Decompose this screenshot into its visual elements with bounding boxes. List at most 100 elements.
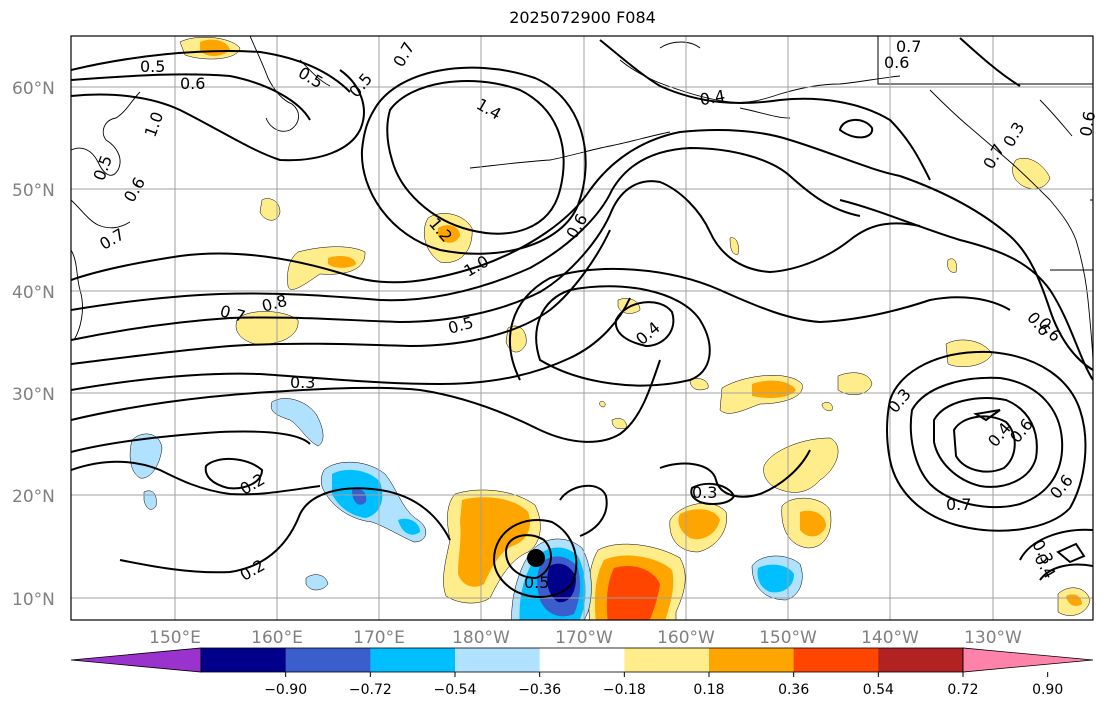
- contour-label: 0.8: [260, 291, 290, 316]
- contour-line: [509, 268, 1011, 381]
- contour-label: 0.7: [389, 39, 418, 71]
- contour-line: [599, 39, 931, 181]
- colorbar-tick-label: −0.36: [518, 682, 561, 698]
- positive-anomaly-area: [1012, 158, 1051, 190]
- colorbar-cell: [539, 648, 625, 672]
- map-frame: [70, 35, 1094, 621]
- coastline-asia: [71, 91, 141, 341]
- colorbar-cell: [624, 648, 710, 672]
- lat-label-30n: 30°N: [12, 385, 55, 405]
- contour-label: 0.5: [89, 153, 116, 183]
- positive-anomaly-area: [800, 510, 826, 537]
- contour-label: 0.6: [1076, 110, 1099, 138]
- lon-label-160e: 160°E: [251, 628, 303, 648]
- lat-label-40n: 40°N: [12, 283, 55, 303]
- longitude-labels: 150°E 160°E 170°E 180°W 170°W 160°W 150°…: [149, 628, 1022, 648]
- lat-label-10n: 10°N: [12, 590, 55, 610]
- colorbar-tick-label: 0.18: [693, 682, 724, 698]
- contour-line: [886, 350, 1087, 532]
- contour-line: [71, 180, 921, 341]
- positive-anomaly-area: [678, 509, 720, 540]
- contour-label: 0.6: [884, 53, 909, 72]
- contour-line: [360, 66, 587, 255]
- contour-label: 0.6: [562, 210, 591, 242]
- contour-line: [386, 80, 565, 235]
- colorbar-outline: [200, 647, 964, 673]
- colorbar-tick-label: 0.36: [778, 682, 809, 698]
- positive-anomaly-area: [689, 378, 709, 391]
- lon-label-170w: 170°W: [555, 628, 613, 648]
- coastlines: [71, 36, 1093, 361]
- positive-anomaly-area: [729, 237, 739, 255]
- positive-anomaly-area: [821, 402, 833, 411]
- contour-line: [1019, 528, 1093, 561]
- negative-anomaly-area: [547, 563, 576, 603]
- contour-line: [71, 50, 351, 93]
- colorbar-tick-label: 0.72: [947, 682, 978, 698]
- negative-anomaly-area: [143, 490, 157, 510]
- colorbar-tick-label: −0.90: [264, 682, 307, 698]
- contour-label: 1.0: [141, 109, 168, 139]
- map-title: 2025072900 F084: [509, 8, 656, 27]
- contour-line: [933, 397, 1038, 488]
- contour-line: [504, 534, 552, 580]
- coastline-alaska: [619, 41, 901, 119]
- lon-label-180w: 180°W: [452, 628, 510, 648]
- positive-anomaly-area: [752, 380, 796, 398]
- contour-line: [71, 73, 311, 121]
- contour-label: 0.3: [999, 119, 1028, 151]
- contour-label: 0.5: [140, 57, 165, 76]
- contour-line: [559, 484, 608, 537]
- contour-label: 0.4: [698, 86, 726, 109]
- positive-anomaly-area: [259, 198, 281, 221]
- colorbar-cell: [709, 648, 795, 672]
- colorbar-cell: [370, 648, 456, 672]
- contour-label: 0.7: [979, 141, 1008, 173]
- contour-label: 0.7: [946, 495, 971, 514]
- lon-label-130w: 130°W: [964, 628, 1022, 648]
- lat-label-20n: 20°N: [12, 487, 55, 507]
- positive-anomaly-area: [235, 311, 299, 345]
- contour-label: 0.5: [345, 69, 376, 101]
- contour-label: 0.3: [692, 483, 717, 502]
- positive-anomaly-area: [438, 225, 460, 243]
- contour-label: 0.3: [290, 373, 315, 392]
- contour-label: 0.6: [180, 74, 205, 93]
- contour-label: 0.6: [1046, 471, 1077, 503]
- negative-anomaly-area: [757, 564, 794, 593]
- contour-line: [959, 37, 1021, 87]
- contour-line: [71, 129, 901, 284]
- contour-label: 1.4: [473, 94, 505, 123]
- colorbar-cell: [793, 648, 879, 672]
- cyclone-center-marker: [527, 549, 545, 567]
- positive-anomaly-area: [328, 256, 356, 268]
- contour-label: 0.6: [120, 174, 149, 206]
- colorbar-tick-label: 0.90: [1032, 682, 1063, 698]
- contour-line: [71, 297, 631, 391]
- positive-anomaly-area: [947, 258, 957, 273]
- coastline-aleutians: [469, 131, 671, 169]
- contour-label: 0.5: [524, 573, 549, 592]
- contour-label: 0.5: [295, 63, 327, 92]
- contour-line: [71, 69, 365, 162]
- colorbar-cell: [878, 648, 964, 672]
- lon-label-150w: 150°W: [759, 628, 817, 648]
- contour-line: [659, 449, 811, 498]
- colorbar: −0.90 −0.72 −0.54 −0.36 −0.18 0.18 0.36 0.54 0.7…: [70, 647, 1094, 698]
- contour-label: 0.7: [96, 224, 128, 253]
- latitude-labels: 60°N 50°N 40°N 30°N 20°N 10°N: [12, 79, 55, 610]
- positive-anomaly-area: [1066, 594, 1082, 606]
- contour-line: [71, 460, 321, 496]
- positive-anomaly-area: [606, 566, 660, 620]
- negative-anomaly-area: [398, 518, 420, 535]
- colorbar-extend-high: [962, 647, 1094, 673]
- contour-line: [71, 146, 861, 311]
- contour-label: 0.5: [446, 313, 476, 338]
- positive-anomaly-area: [458, 497, 531, 587]
- contour-lines: [71, 37, 1093, 598]
- contour-line: [119, 487, 451, 574]
- positive-anomaly-area: [599, 401, 606, 408]
- contour-line: [71, 430, 311, 453]
- colorbar-cell: [285, 648, 371, 672]
